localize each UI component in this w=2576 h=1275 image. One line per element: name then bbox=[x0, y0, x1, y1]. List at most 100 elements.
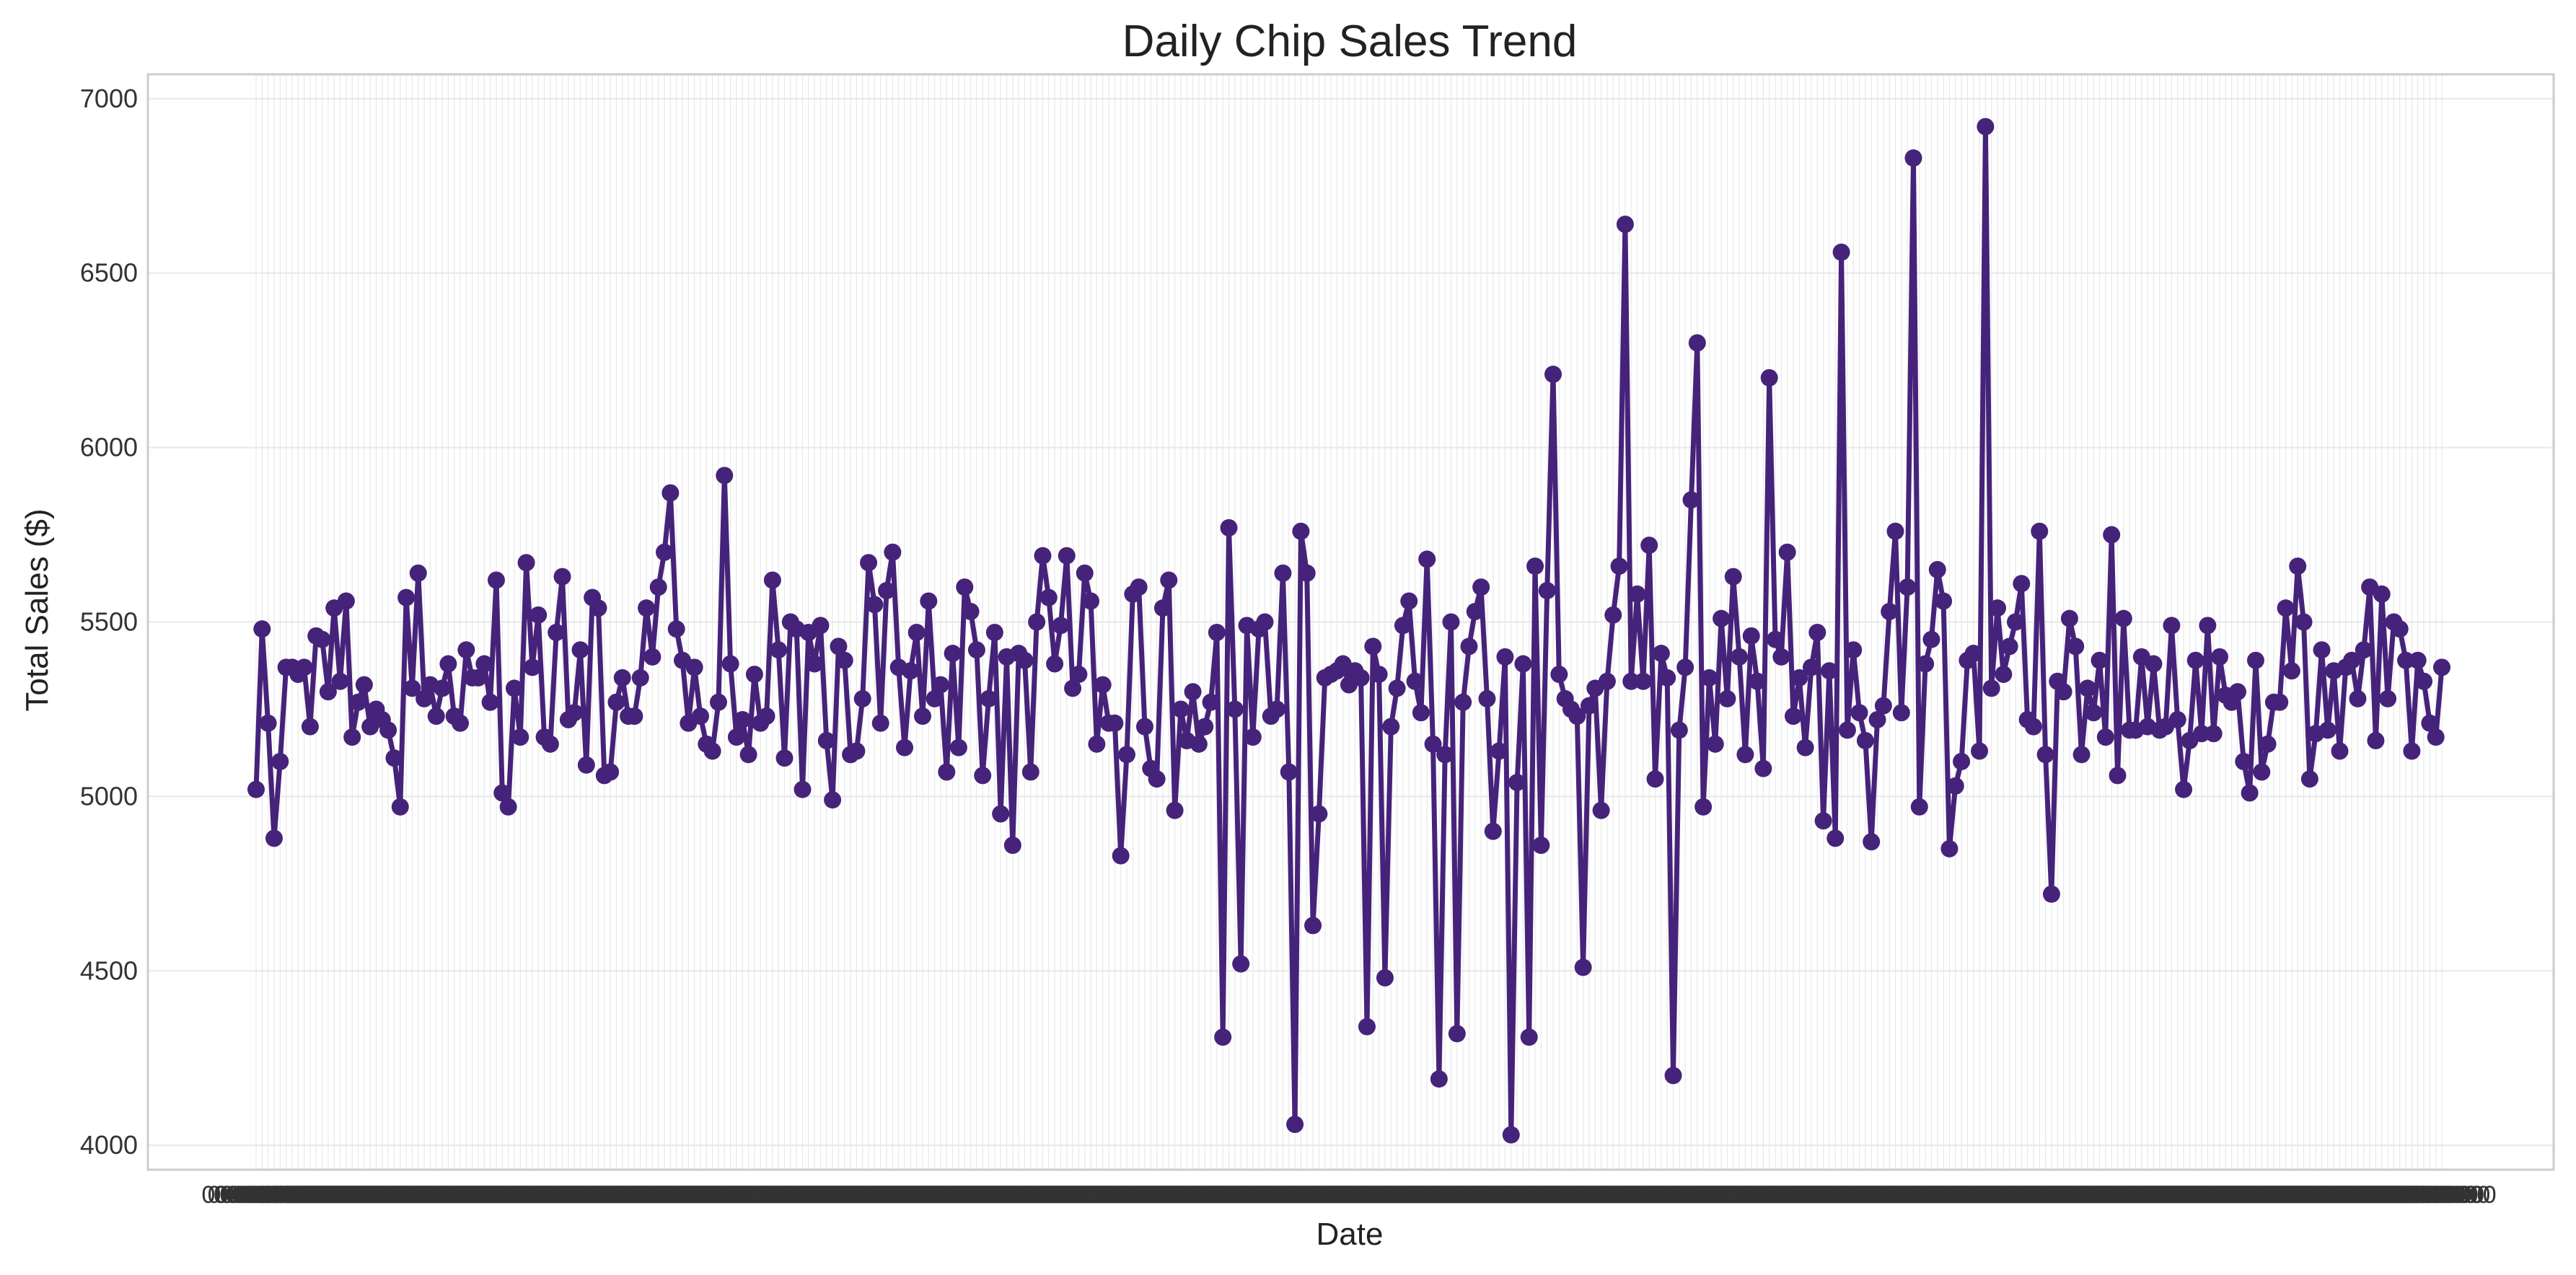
data-point bbox=[511, 728, 529, 746]
data-point bbox=[1694, 798, 1713, 816]
x-tick-label: 00000000 bbox=[1108, 1181, 1217, 1209]
x-tick-label: 00000000 bbox=[1210, 1181, 1319, 1209]
data-point bbox=[1658, 669, 1676, 687]
x-tick-label: 00000000 bbox=[730, 1181, 839, 1209]
x-tick-label: 00000000 bbox=[1757, 1181, 1865, 1209]
data-point bbox=[1670, 721, 1688, 739]
x-tick-label: 00000000 bbox=[1384, 1181, 1493, 1209]
x-tick-label: 00000000 bbox=[1973, 1181, 2082, 1209]
x-tick-label: 00000000 bbox=[1805, 1181, 1914, 1209]
data-point bbox=[1016, 651, 1034, 669]
data-point bbox=[1472, 578, 1490, 596]
data-point bbox=[1226, 700, 1244, 718]
data-point bbox=[1094, 676, 1112, 694]
x-tick-label: 00000000 bbox=[2171, 1181, 2280, 1209]
x-tick-label: 00000000 bbox=[1823, 1181, 1932, 1209]
data-point bbox=[1388, 679, 1406, 697]
x-tick-label: 00000000 bbox=[850, 1181, 959, 1209]
chart-title: Daily Chip Sales Trend bbox=[1122, 17, 1578, 66]
data-point bbox=[1964, 645, 1982, 663]
data-point bbox=[1838, 721, 1856, 739]
x-tick-label: 00000000 bbox=[1570, 1181, 1679, 1209]
data-point bbox=[493, 784, 511, 802]
data-point bbox=[253, 620, 271, 638]
x-tick-label: 00000000 bbox=[1811, 1181, 1920, 1209]
x-tick-label: 00000000 bbox=[1883, 1181, 1992, 1209]
x-tick-label: 00000000 bbox=[1913, 1181, 2022, 1209]
x-tick-label: 00000000 bbox=[2057, 1181, 2166, 1209]
data-point bbox=[1466, 602, 1484, 620]
data-point bbox=[379, 721, 397, 739]
x-tick-label: 00000000 bbox=[1516, 1181, 1625, 1209]
data-point bbox=[1436, 746, 1454, 764]
x-tick-label: 00000000 bbox=[219, 1181, 328, 1209]
x-tick-label: 00000000 bbox=[555, 1181, 664, 1209]
data-point bbox=[1508, 774, 1526, 792]
data-point bbox=[271, 753, 289, 771]
data-point bbox=[1496, 648, 1514, 666]
data-point bbox=[967, 641, 985, 659]
data-point bbox=[391, 798, 409, 816]
x-tick-label: 00000000 bbox=[796, 1181, 905, 1209]
x-tick-label: 00000000 bbox=[1438, 1181, 1547, 1209]
x-tick-label: 00000000 bbox=[1775, 1181, 1883, 1209]
data-point bbox=[1364, 638, 1382, 656]
data-point bbox=[2277, 599, 2295, 617]
x-tick-label: 00000000 bbox=[2183, 1181, 2292, 1209]
x-tick-label: 00000000 bbox=[351, 1181, 460, 1209]
x-tick-label: 00000000 bbox=[1505, 1181, 1614, 1209]
y-axis-title: Total Sales ($) bbox=[19, 508, 55, 711]
data-point bbox=[1448, 1025, 1466, 1043]
x-tick-label: 00000000 bbox=[1337, 1181, 1446, 1209]
y-tick-label: 4500 bbox=[80, 956, 138, 985]
data-point bbox=[1544, 366, 1562, 384]
data-point bbox=[1652, 645, 1670, 663]
x-tick-label: 00000000 bbox=[2291, 1181, 2400, 1209]
data-point bbox=[1370, 666, 1388, 684]
data-point bbox=[409, 564, 427, 582]
data-point bbox=[1953, 753, 1971, 771]
data-point bbox=[1202, 693, 1220, 711]
data-point bbox=[956, 578, 974, 596]
x-tick-label: 00000000 bbox=[2105, 1181, 2214, 1209]
x-tick-label: 00000000 bbox=[1444, 1181, 1553, 1209]
data-point bbox=[1856, 731, 1874, 749]
data-point bbox=[2403, 742, 2421, 760]
data-point bbox=[1484, 822, 1502, 840]
x-tick-label: 00000000 bbox=[2213, 1181, 2322, 1209]
data-point bbox=[1574, 958, 1592, 976]
x-tick-label: 00000000 bbox=[2255, 1181, 2364, 1209]
data-point bbox=[992, 805, 1010, 823]
x-tick-label: 00000000 bbox=[610, 1181, 718, 1209]
data-point bbox=[1820, 662, 1838, 680]
data-point bbox=[1490, 742, 1508, 760]
x-tick-label: 00000000 bbox=[832, 1181, 941, 1209]
data-point bbox=[1676, 658, 1694, 676]
x-tick-label: 00000000 bbox=[1637, 1181, 1746, 1209]
x-tick-label: 00000000 bbox=[1144, 1181, 1253, 1209]
x-tick-label: 00000000 bbox=[1648, 1181, 1757, 1209]
data-point bbox=[2211, 648, 2229, 666]
data-point bbox=[709, 693, 727, 711]
x-tick-label: 00000000 bbox=[1283, 1181, 1392, 1209]
data-point bbox=[607, 693, 625, 711]
data-point bbox=[1418, 550, 1436, 568]
data-point bbox=[553, 568, 571, 586]
data-point bbox=[1286, 1116, 1304, 1134]
x-tick-label: 00000000 bbox=[1216, 1181, 1325, 1209]
data-point bbox=[566, 704, 584, 722]
data-point bbox=[475, 655, 493, 673]
x-tick-label: 00000000 bbox=[496, 1181, 605, 1209]
x-tick-label: 00000000 bbox=[1030, 1181, 1139, 1209]
x-tick-label: 00000000 bbox=[1192, 1181, 1301, 1209]
x-tick-label: 00000000 bbox=[2177, 1181, 2286, 1209]
data-point bbox=[1376, 969, 1394, 987]
x-tick-label: 00000000 bbox=[532, 1181, 641, 1209]
data-point bbox=[2228, 683, 2246, 701]
x-tick-label: 00000000 bbox=[340, 1181, 449, 1209]
x-tick-label: 00000000 bbox=[1000, 1181, 1109, 1209]
x-tick-label: 00000000 bbox=[1151, 1181, 1260, 1209]
x-tick-label: 00000000 bbox=[454, 1181, 563, 1209]
data-point bbox=[1184, 683, 1202, 701]
x-tick-label: 00000000 bbox=[586, 1181, 695, 1209]
